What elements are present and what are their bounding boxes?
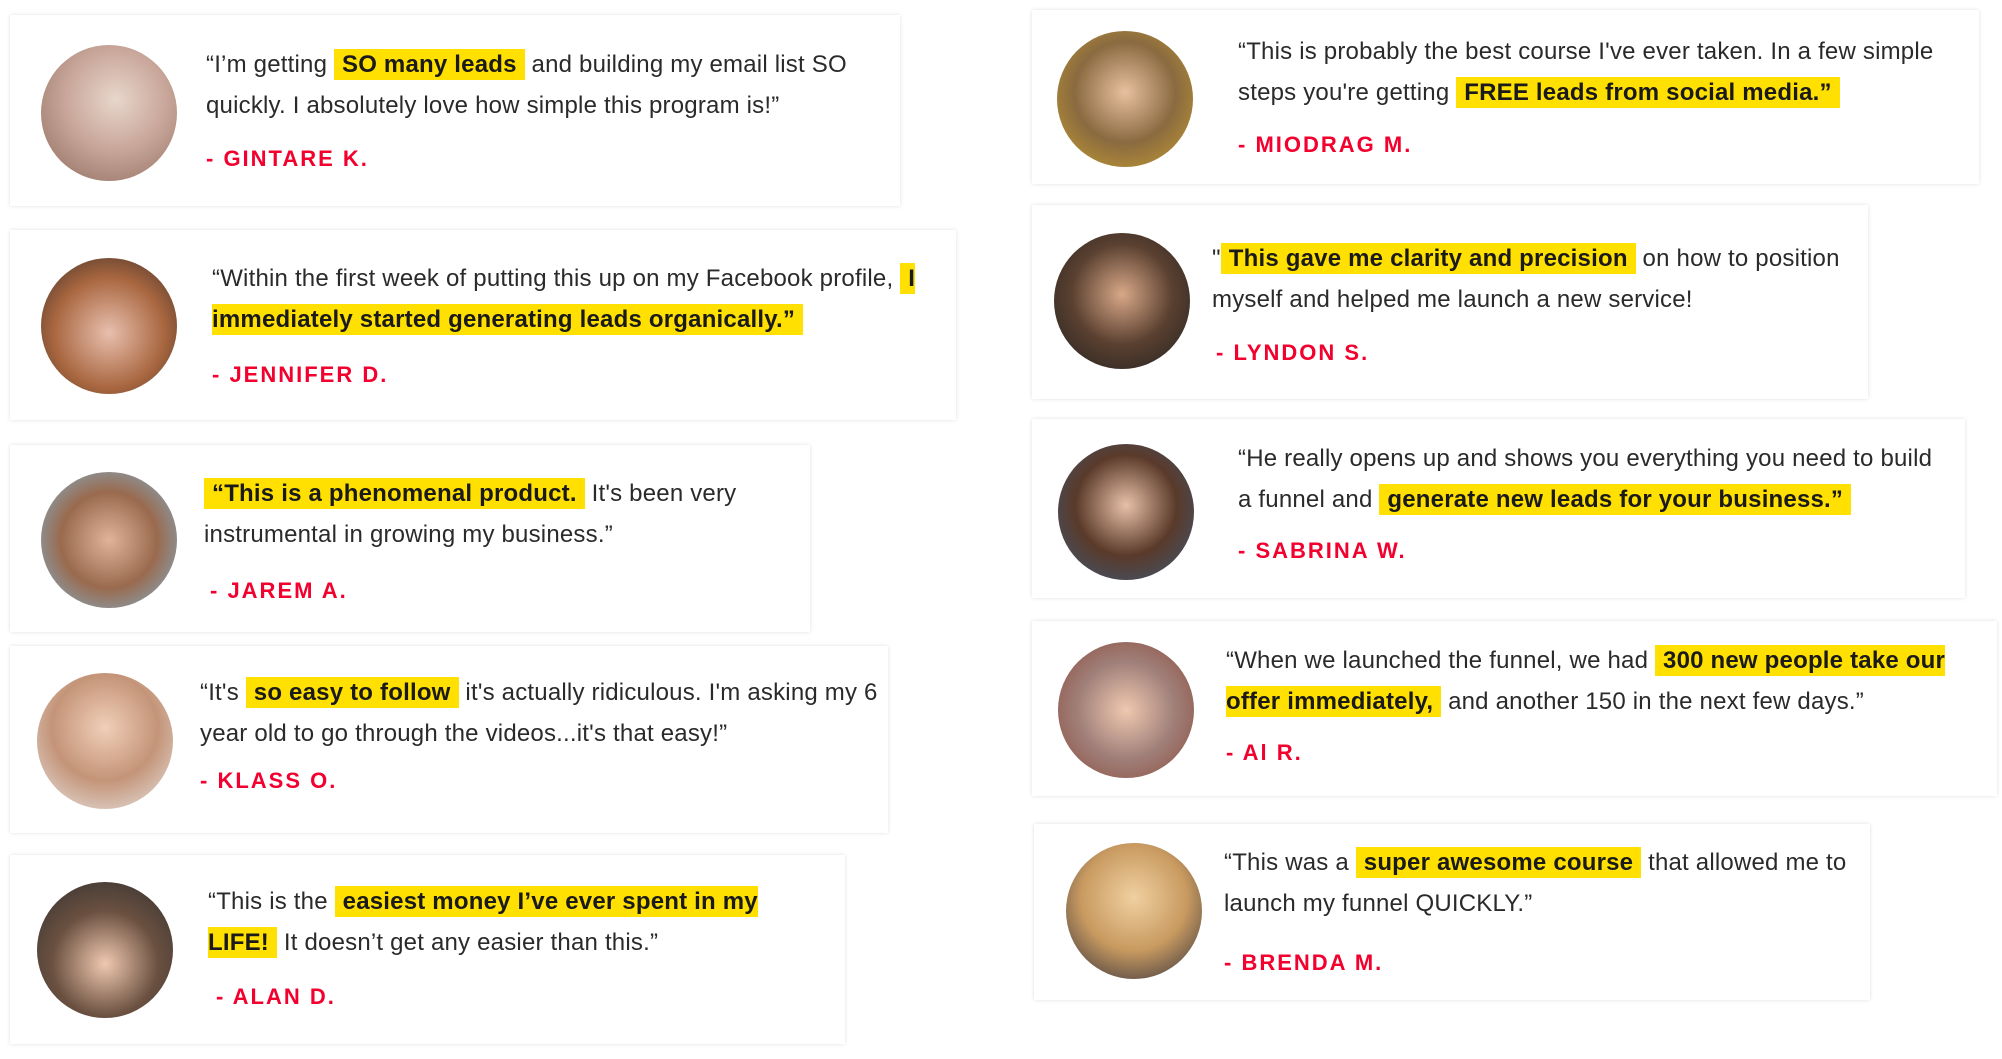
avatar <box>1058 642 1194 778</box>
quote-highlight: SO many leads <box>333 49 525 80</box>
quote-highlight: so easy to follow <box>245 677 459 708</box>
quote-text: “This is probably the best course I've e… <box>1238 38 1934 106</box>
quote-text: “He really opens up and shows you everyt… <box>1238 445 1933 513</box>
testimonial-quote: “I’m getting SO many leads and building … <box>206 44 906 126</box>
quote-text: “I’m getting <box>206 51 334 78</box>
avatar <box>1058 444 1194 580</box>
avatar <box>1054 233 1190 369</box>
quote-text: and building my email list SO quickly. I… <box>206 51 847 119</box>
avatar <box>41 472 177 608</box>
testimonial-quote: “When we launched the funnel, we had 300… <box>1226 640 1976 722</box>
quote-text: “This was a <box>1224 849 1356 876</box>
quote-text: It doesn’t get any easier than this.” <box>277 929 659 956</box>
avatar <box>37 673 173 809</box>
testimonial-quote: “This is the easiest money I’ve ever spe… <box>208 881 808 963</box>
quote-text: on how to position myself and helped me … <box>1212 245 1840 313</box>
avatar <box>37 882 173 1018</box>
testimonial-quote: “It's so easy to follow it's actually ri… <box>200 672 880 754</box>
testimonial-quote: “This is a phenomenal product. It's been… <box>204 473 794 555</box>
avatar <box>41 45 177 181</box>
testimonial-author: - SABRINA W. <box>1238 538 1407 563</box>
testimonial-author: - LYNDON S. <box>1216 340 1370 365</box>
testimonial-quote: " This gave me clarity and precision on h… <box>1212 238 1852 320</box>
testimonial-author: - Al R. <box>1226 740 1303 765</box>
quote-text: “It's <box>200 679 246 706</box>
quote-highlight: “This is a phenomenal product. <box>204 478 585 509</box>
quote-text: and another 150 in the next few days.” <box>1441 688 1864 715</box>
testimonial-author: - JENNIFER D. <box>212 362 389 387</box>
quote-text: " <box>1212 245 1221 272</box>
testimonial-author: - BRENDA M. <box>1224 950 1384 975</box>
quote-text: it's actually ridiculous. I'm asking my … <box>200 679 878 747</box>
testimonial-author: - JAREM A. <box>210 578 348 603</box>
testimonial-quote: “This was a super awesome course that al… <box>1224 842 1864 924</box>
quote-text: “Within the first week of putting this u… <box>212 265 901 292</box>
testimonial-quote: “This is probably the best course I've e… <box>1238 31 1958 113</box>
quote-text: that allowed me to launch my funnel QUIC… <box>1224 849 1847 917</box>
quote-highlight: This gave me clarity and precision <box>1220 243 1636 274</box>
quote-highlight: generate new leads for your business.” <box>1379 484 1852 515</box>
testimonial-author: - KLASS O. <box>200 768 338 793</box>
avatar <box>41 258 177 394</box>
testimonial-author: - MIODRAG M. <box>1238 132 1413 157</box>
testimonial-author: - GINTARE K. <box>206 146 369 171</box>
quote-text: It's been very instrumental in growing m… <box>204 480 737 548</box>
quote-text: “When we launched the funnel, we had <box>1226 647 1656 674</box>
quote-highlight: FREE leads from social media.” <box>1456 77 1840 108</box>
testimonial-author: - ALAN D. <box>216 984 336 1009</box>
avatar <box>1057 31 1193 167</box>
avatar <box>1066 843 1202 979</box>
quote-highlight: super awesome course <box>1355 847 1642 878</box>
testimonial-quote: “Within the first week of putting this u… <box>212 258 942 340</box>
quote-text: “This is the <box>208 888 335 915</box>
testimonial-quote: “He really opens up and shows you everyt… <box>1238 438 1948 520</box>
